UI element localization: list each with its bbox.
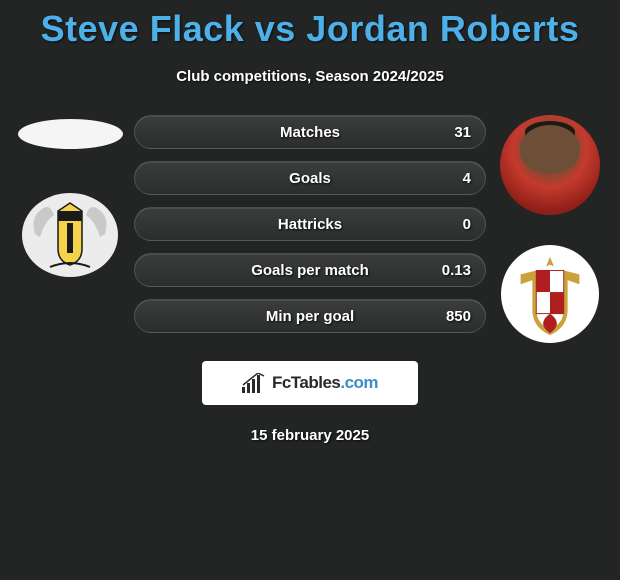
- stat-bar-matches: Matches 31: [134, 115, 486, 149]
- stat-label: Min per goal: [266, 308, 354, 325]
- stat-bar-goals: Goals 4: [134, 161, 486, 195]
- comparison-row: Matches 31 Goals 4 Hattricks 0 Goals per…: [0, 115, 620, 343]
- brand-suffix: .com: [340, 373, 378, 392]
- stat-value-right: 31: [454, 124, 471, 141]
- player1-photo-placeholder: [18, 119, 123, 149]
- stat-label: Goals per match: [251, 262, 369, 279]
- brand-logo-box: FcTables.com: [202, 361, 418, 405]
- stat-value-right: 0.13: [442, 262, 471, 279]
- stat-bar-min-per-goal: Min per goal 850: [134, 299, 486, 333]
- player2-club-crest: [501, 245, 599, 343]
- player2-photo: [500, 115, 600, 215]
- crest-icon: [501, 245, 599, 343]
- left-column: [10, 115, 130, 343]
- right-column: [490, 115, 610, 343]
- stat-label: Goals: [289, 170, 331, 187]
- date-line: 15 february 2025: [0, 427, 620, 444]
- stat-value-right: 850: [446, 308, 471, 325]
- crest-icon: [20, 179, 120, 279]
- stats-column: Matches 31 Goals 4 Hattricks 0 Goals per…: [130, 115, 490, 343]
- stat-value-right: 4: [463, 170, 471, 187]
- stat-bar-hattricks: Hattricks 0: [134, 207, 486, 241]
- stat-label: Hattricks: [278, 216, 342, 233]
- page-title: Steve Flack vs Jordan Roberts: [0, 0, 620, 50]
- bars-icon: [242, 373, 266, 393]
- stat-bar-goals-per-match: Goals per match 0.13: [134, 253, 486, 287]
- stat-value-right: 0: [463, 216, 471, 233]
- brand-text: FcTables.com: [272, 373, 378, 393]
- player1-club-crest: [20, 179, 120, 279]
- subtitle: Club competitions, Season 2024/2025: [0, 68, 620, 85]
- stat-label: Matches: [280, 124, 340, 141]
- brand-main: FcTables: [272, 373, 340, 392]
